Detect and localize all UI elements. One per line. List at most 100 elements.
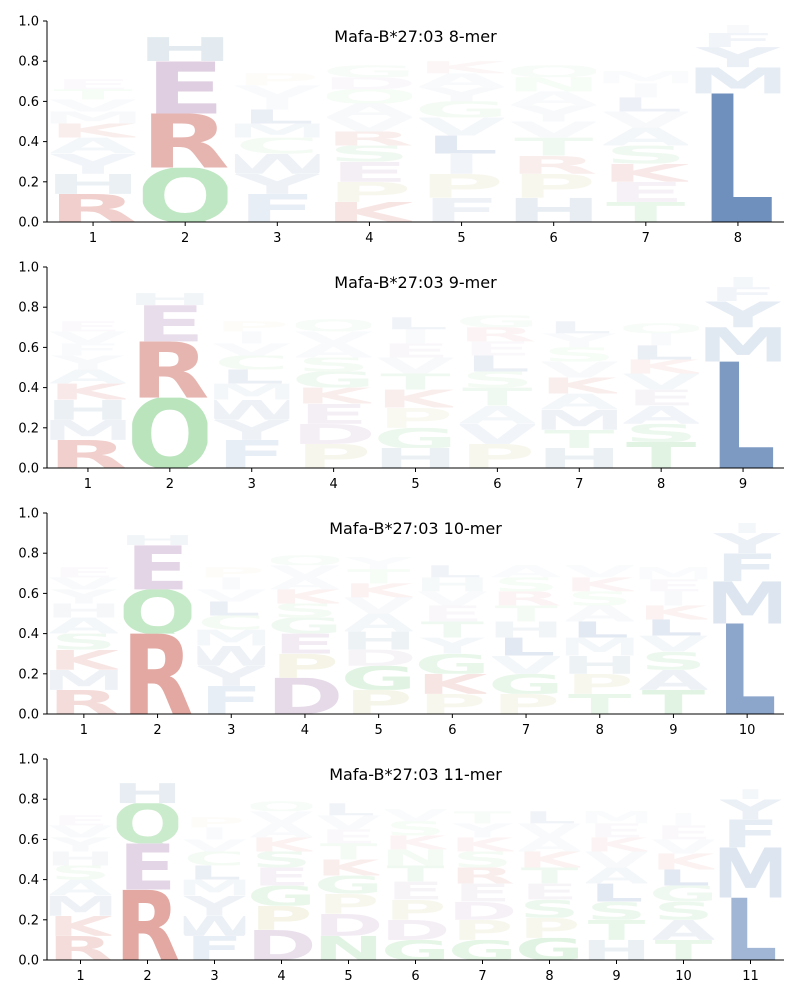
logo-letter-T: T (421, 617, 484, 643)
logo-letter-C: C (197, 612, 265, 634)
logo-letter-H: H (137, 31, 234, 69)
logo-letter-R: R (48, 930, 113, 969)
logo-letter-H: H (505, 192, 602, 230)
logo-letter-E: E (421, 601, 484, 627)
logo-letter-K: K (343, 580, 419, 602)
chart-title: Mafa-B*27:03 11-mer (329, 765, 502, 784)
logo-letter-V: V (232, 82, 322, 101)
logo-letter-C: C (214, 352, 290, 375)
logo-letter-E: E (454, 879, 512, 908)
logo-letter-L: L (423, 562, 482, 581)
logo-letter-G: G (247, 880, 316, 912)
logo-letter-H: H (340, 627, 418, 656)
y-tick-label: 0.2 (18, 421, 39, 436)
logo-letter-E: E (387, 877, 445, 906)
logo-letter-P: P (318, 888, 380, 920)
x-tick-label: 7 (642, 231, 650, 246)
logo-letter-S: S (50, 862, 111, 884)
x-tick-label: 5 (411, 477, 419, 492)
y-tick-label: 1.0 (18, 261, 39, 276)
logo-letter-V: V (416, 588, 488, 610)
logo-letter-S: S (640, 647, 707, 676)
logo-letter-P: P (566, 669, 634, 701)
logo-letters: RMKSAHYVERQEHFYWMCLVIPDPEGSKAVQPGDHAVKTY… (38, 523, 781, 721)
logo-letter-M: M (554, 633, 646, 662)
logo-letter-K: K (517, 847, 585, 873)
logo-letter-S: S (604, 141, 688, 170)
logo-letter-M: M (185, 625, 277, 651)
logo-letter-A: A (539, 389, 619, 415)
logo-letter-V: V (376, 353, 456, 379)
logo-letter-H: H (581, 935, 652, 967)
chart-title: Mafa-B*27:03 8-mer (334, 27, 497, 46)
logo-letter-A: A (325, 100, 415, 122)
logo-letter-S: S (493, 574, 560, 596)
logo-letter-V: V (343, 593, 415, 619)
logo-letter-Y: Y (541, 329, 619, 352)
logo-letter-P: P (418, 689, 486, 721)
y-tick-label: 0.4 (18, 873, 39, 888)
logo-letter-L: L (322, 800, 376, 819)
logo-letter-Q: Q (320, 86, 419, 108)
x-tick-label: 9 (669, 723, 677, 738)
logo-letter-L: L (701, 59, 775, 246)
x-tick-label: 7 (522, 723, 530, 738)
logo-letter-V: V (48, 574, 120, 593)
logo-letter-A: A (48, 613, 120, 639)
logo-letter-M: M (708, 834, 792, 914)
x-tick-label: 8 (657, 477, 665, 492)
logo-letter-Y: Y (50, 148, 137, 180)
logo-letter-Y: Y (49, 352, 127, 375)
logo-letter-G: G (314, 871, 383, 900)
logo-letter-D: D (291, 418, 377, 450)
logo-letter-Q: Q (136, 153, 235, 239)
logo-letter-M: M (528, 404, 631, 436)
logo-letter-E: E (52, 564, 115, 580)
logo-letters: RHYAKMVTEQREHFYWCMLIVPKPESRVAQDGFPILVGYA… (48, 25, 781, 246)
logo-letter-G: G (267, 613, 343, 639)
logo-chart-1: RHYAKMVTEQREHFYWCMLIVPKPESRVAQDGFPILVGYA… (18, 15, 784, 246)
logo-letter-H: H (45, 600, 123, 622)
logo-letter-P: P (452, 914, 514, 946)
logo-letter-S: S (272, 600, 339, 622)
y-tick-label: 0.6 (18, 587, 39, 602)
logo-letter-D: D (321, 74, 417, 93)
logo-letter-T: T (454, 808, 512, 827)
logo-letter-E: E (626, 385, 696, 411)
logo-letter-T: T (568, 689, 632, 721)
logo-letter-K: K (48, 910, 117, 942)
logo-letter-I: I (642, 330, 680, 349)
chart-title: Mafa-B*27:03 9-mer (334, 273, 497, 292)
logo-letter-V: V (195, 586, 267, 605)
logo-letter-R: R (458, 323, 537, 346)
logo-letter-G: G (373, 422, 458, 454)
logo-letter-T: T (347, 566, 411, 588)
logo-letter-A: A (517, 834, 583, 856)
logo-letter-V: V (212, 340, 292, 359)
logo-letter-P: P (385, 894, 447, 926)
logo-letter-N: N (313, 930, 384, 969)
logo-letter-Q: Q (112, 792, 184, 856)
logo-letter-K: K (621, 356, 704, 379)
logo-letter-K: K (294, 383, 378, 409)
logo-letter-T: T (320, 839, 378, 865)
x-tick-label: 3 (273, 231, 281, 246)
logo-letter-P: P (251, 899, 313, 938)
logo-letter-K: K (324, 197, 418, 229)
logo-letter-D: D (380, 914, 450, 946)
logo-letter-K: K (450, 834, 519, 856)
x-tick-label: 2 (166, 477, 174, 492)
x-tick-label: 8 (545, 969, 553, 984)
logo-letter-M: M (37, 414, 140, 446)
logo-letter-E: E (521, 879, 579, 905)
logo-letter-L: L (609, 94, 683, 116)
logo-letter-A: A (48, 133, 138, 159)
logo-letter-H: H (127, 290, 213, 309)
logo-letter-I: I (440, 148, 483, 180)
logo-letter-M: M (38, 665, 130, 697)
logo-letter-Y: Y (510, 101, 598, 127)
logo-letter-K: K (539, 373, 623, 399)
logo-letter-H: H (536, 442, 622, 474)
logo-letter-F: F (53, 340, 124, 359)
